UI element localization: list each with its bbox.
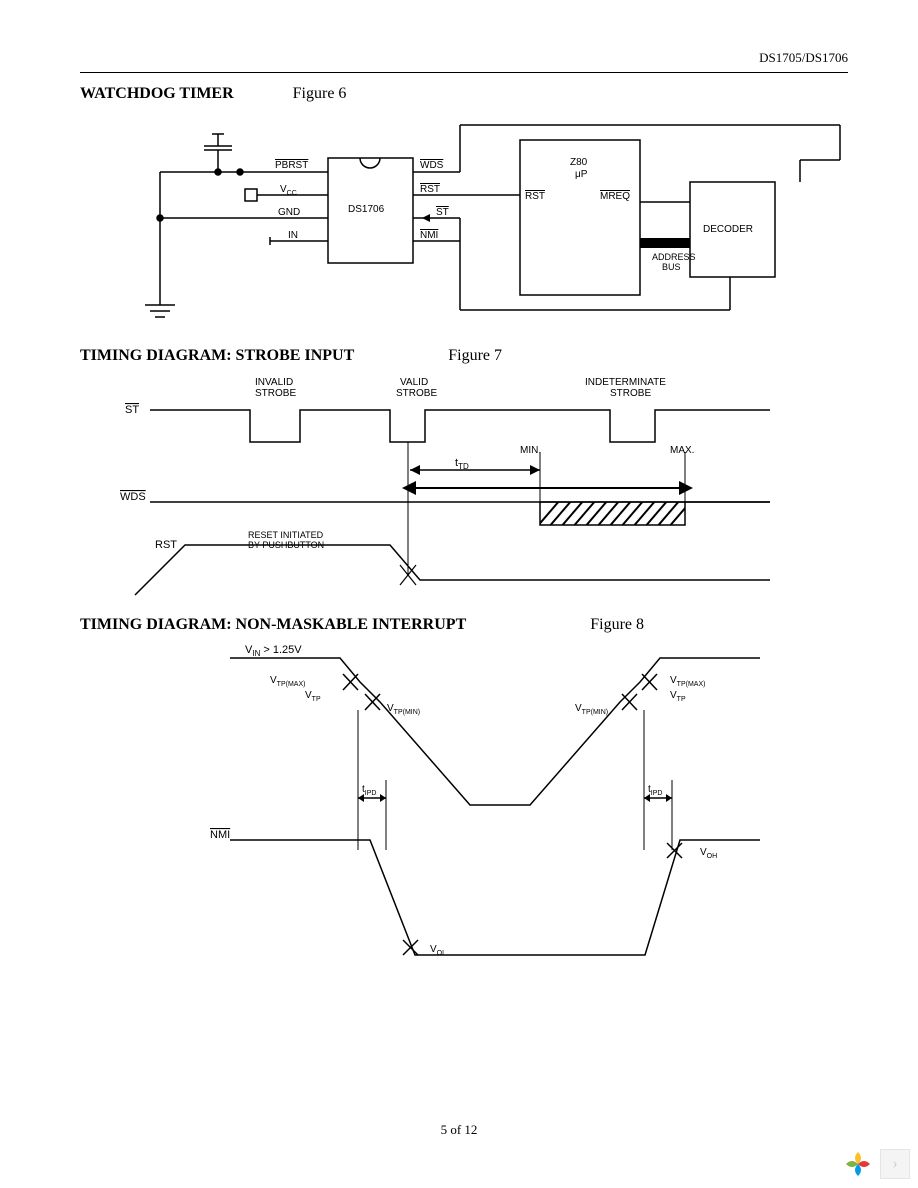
pin-pbrst: PBRST: [275, 160, 308, 171]
fig8-title: TIMING DIAGRAM: NON-MASKABLE INTERRUPT: [80, 616, 466, 634]
svg-text:STROBE: STROBE: [396, 388, 437, 399]
page-number: 5 of 12: [0, 1122, 918, 1138]
svg-text:GND: GND: [278, 207, 300, 218]
svg-text:STROBE: STROBE: [610, 388, 651, 399]
svg-text:DECODER: DECODER: [703, 224, 753, 235]
svg-text:VALID: VALID: [400, 377, 428, 388]
svg-text:RST: RST: [420, 184, 440, 195]
header-rule: [80, 72, 848, 73]
fig7-diagram: INVALID STROBE VALID STROBE INDETERMINAT…: [90, 370, 850, 610]
svg-text:tTD: tTD: [455, 457, 469, 471]
svg-text:tIPD: tIPD: [648, 784, 662, 797]
fig8-label: Figure 8: [590, 616, 644, 634]
svg-text:INVALID: INVALID: [255, 377, 293, 388]
fig7-label: Figure 7: [448, 347, 502, 365]
svg-text:μP: μP: [575, 169, 588, 180]
fig8-diagram: VIN > 1.25V VTP(MAX) VTP VTP(MIN) VTP(MI…: [140, 640, 840, 1000]
svg-text:MAX.: MAX.: [670, 445, 694, 456]
fig8-header: TIMING DIAGRAM: NON-MASKABLE INTERRUPT F…: [80, 616, 644, 634]
svg-text:STROBE: STROBE: [255, 388, 296, 399]
svg-text:VOH: VOH: [700, 847, 717, 860]
svg-text:RESET INITIATED: RESET INITIATED: [248, 530, 324, 540]
fig7-title: TIMING DIAGRAM: STROBE INPUT: [80, 347, 354, 365]
svg-text:ST: ST: [436, 207, 449, 218]
chip-name: DS1706: [348, 204, 385, 215]
svg-text:VTP: VTP: [670, 690, 686, 703]
next-page-button[interactable]: ›: [880, 1149, 910, 1179]
doc-code: DS1705/DS1706: [759, 50, 848, 66]
fig6-title: WATCHDOG TIMER: [80, 85, 234, 103]
svg-text:ADDRESS: ADDRESS: [652, 252, 696, 262]
svg-text:WDS: WDS: [120, 491, 146, 503]
page: DS1705/DS1706 WATCHDOG TIMER Figure 6: [0, 0, 918, 1188]
svg-text:VTP(MAX): VTP(MAX): [270, 675, 305, 688]
fig6-header: WATCHDOG TIMER Figure 6: [80, 85, 346, 103]
svg-text:VIN > 1.25V: VIN > 1.25V: [245, 644, 302, 658]
svg-text:WDS: WDS: [420, 160, 444, 171]
fig7-header: TIMING DIAGRAM: STROBE INPUT Figure 7: [80, 347, 502, 365]
svg-text:NMI: NMI: [420, 230, 438, 241]
fig6-label: Figure 6: [293, 85, 347, 103]
svg-text:VTP(MAX): VTP(MAX): [670, 675, 705, 688]
svg-text:ST: ST: [125, 404, 139, 416]
svg-text:VTP(MIN): VTP(MIN): [575, 703, 608, 716]
svg-text:RST: RST: [155, 539, 177, 551]
svg-text:MREQ: MREQ: [600, 191, 630, 202]
svg-text:RST: RST: [525, 191, 545, 202]
svg-text:IN: IN: [288, 230, 298, 241]
chevron-right-icon: ›: [892, 1155, 897, 1173]
svg-text:MIN.: MIN.: [520, 445, 541, 456]
svg-text:BUS: BUS: [662, 262, 681, 272]
fig6-diagram: PBRST VCC GND IN DS1706 WDS RST ST NMI: [100, 110, 860, 340]
arrow-icon: [422, 214, 430, 222]
nav-corner: ›: [842, 1148, 910, 1180]
svg-text:NMI: NMI: [210, 829, 230, 841]
svg-text:INDETERMINATE: INDETERMINATE: [585, 377, 666, 388]
svg-text:Z80: Z80: [570, 157, 588, 168]
svg-text:VTP: VTP: [305, 690, 321, 703]
svg-text:tIPD: tIPD: [362, 784, 376, 797]
logo-icon: [842, 1148, 874, 1180]
svg-text:VTP(MIN): VTP(MIN): [387, 703, 420, 716]
